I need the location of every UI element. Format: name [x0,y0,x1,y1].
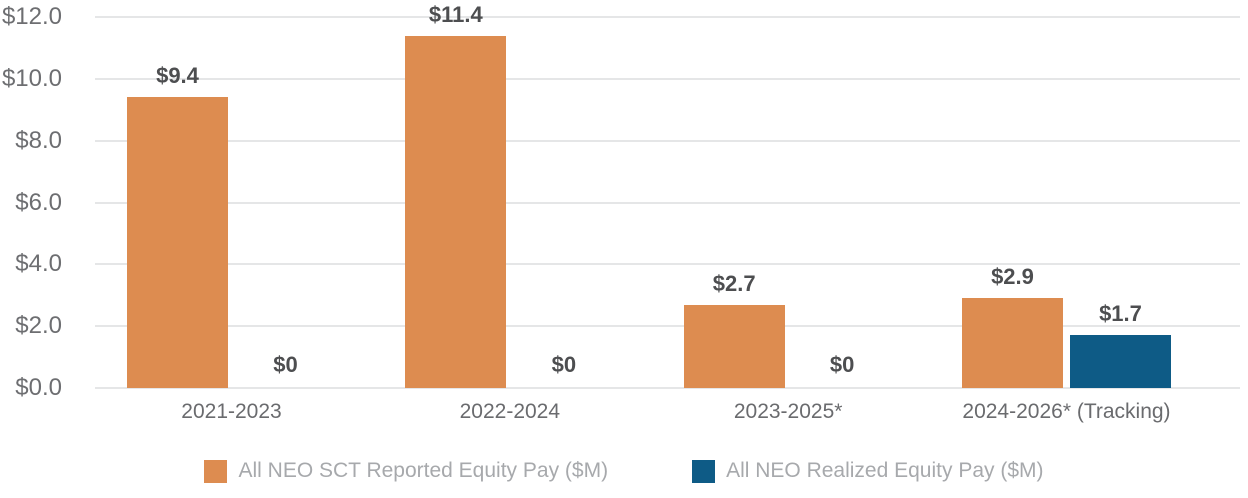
bar-sct-reported-2021-2023 [127,97,228,388]
gridline [95,325,1240,328]
bar-realized-2024-2026-tracking [1069,335,1171,388]
x-axis-label-2022-2024: 2022-2024 [459,400,561,423]
legend-swatch-realized [692,459,716,483]
gridline [95,77,1240,80]
legend-item-realized: All NEO Realized Equity Pay ($M) [692,459,1044,483]
y-axis-tick-label: $10.0 [1,64,62,92]
y-axis-tick-label: $4.0 [15,250,62,278]
gridline [95,139,1240,142]
legend-swatch-sct-reported [204,459,228,483]
gridline [95,387,1240,389]
bar-value-label-realized-2023-2025: $0 [829,352,855,377]
bar-value-label-realized-2022-2024: $0 [551,352,577,377]
bar-value-label-sct-reported-2023-2025: $2.7 [712,270,756,296]
y-axis-tick-label: $2.0 [15,312,62,340]
legend-item-sct-reported: All NEO SCT Reported Equity Pay ($M) [204,459,608,483]
y-axis-tick-label: $6.0 [15,188,62,216]
y-axis-tick-label: $12.0 [1,3,62,30]
gridline [95,263,1240,266]
bar-value-label-sct-reported-2024-2026-tracking: $2.9 [991,264,1034,290]
bar-sct-reported-2024-2026-tracking [961,298,1063,388]
x-axis-label-2024-2026-tracking: 2024-2026* (Tracking) [962,400,1171,423]
gridline [95,201,1240,204]
y-axis-tick-label: $8.0 [15,126,62,154]
bar-value-label-realized-2024-2026-tracking: $1.7 [1099,301,1142,327]
x-axis-label-2023-2025: 2023-2025* [733,400,843,423]
x-axis-label-2021-2023: 2021-2023 [181,400,282,423]
bar-value-label-sct-reported-2021-2023: $9.4 [156,63,199,89]
legend-label-sct-reported: All NEO SCT Reported Equity Pay ($M) [238,459,609,482]
bar-sct-reported-2022-2024 [405,35,507,388]
bar-sct-reported-2023-2025 [683,304,785,388]
legend: All NEO SCT Reported Equity Pay ($M) All … [0,459,1248,483]
bar-value-label-realized-2021-2023: $0 [273,352,298,377]
legend-label-realized: All NEO Realized Equity Pay ($M) [726,459,1044,482]
bar-value-label-sct-reported-2022-2024: $11.4 [428,1,483,27]
y-axis-tick-label: $0.0 [15,374,62,401]
gridline [95,16,1240,18]
